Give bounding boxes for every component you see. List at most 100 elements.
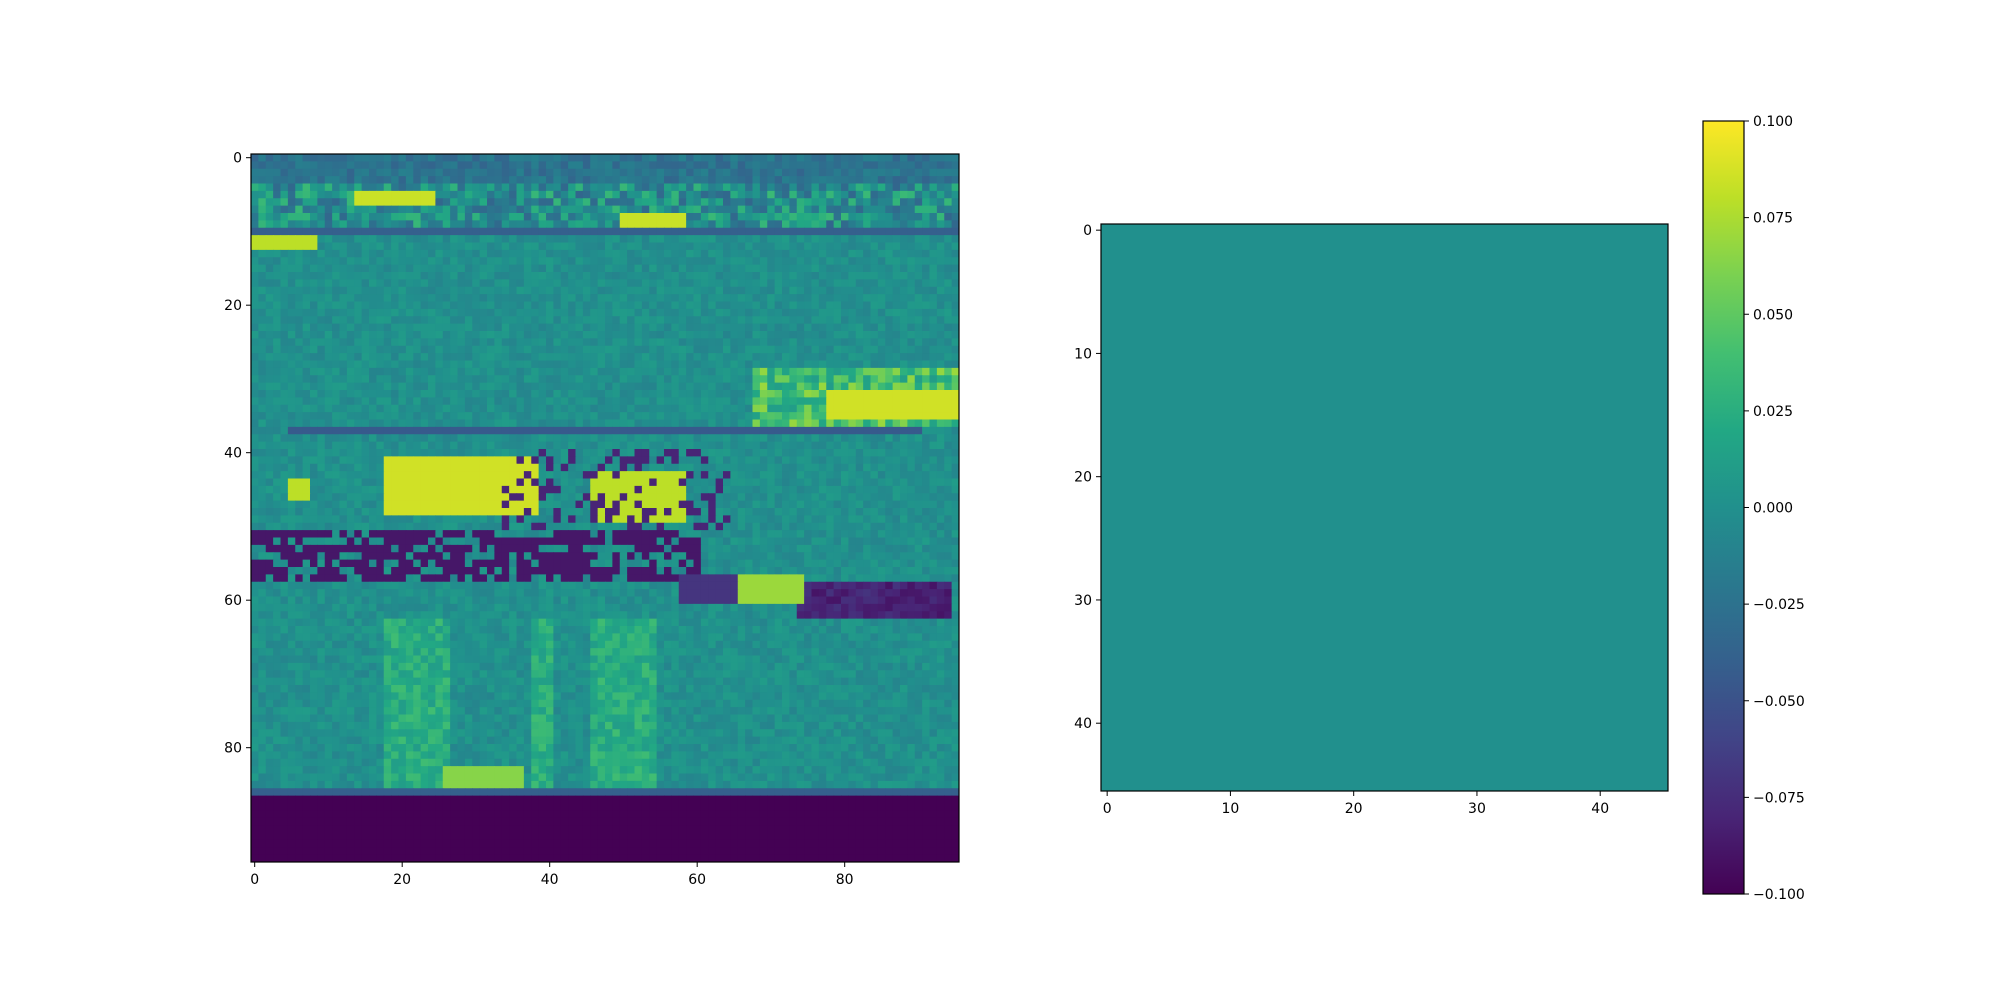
heatmap-cell [361, 375, 370, 384]
heatmap-cell [435, 390, 444, 398]
heatmap-cell [774, 227, 783, 236]
heatmap-cell [649, 426, 658, 435]
heatmap-cell [317, 183, 326, 192]
heatmap-cell [944, 522, 953, 531]
heatmap-cell [922, 213, 931, 221]
heatmap-cell [494, 316, 503, 325]
heatmap-cell [759, 382, 768, 391]
heatmap-cell [582, 500, 591, 509]
heatmap-cell [472, 301, 481, 310]
heatmap-cell [317, 397, 326, 406]
heatmap-cell [317, 190, 326, 199]
heatmap-cell [936, 213, 945, 221]
heatmap-cell [641, 323, 650, 332]
heatmap-cell [841, 515, 849, 524]
heatmap-cell [664, 353, 672, 362]
heatmap-cell [273, 235, 282, 244]
heatmap-cell [951, 220, 959, 229]
heatmap-cell [317, 345, 326, 354]
heatmap-cell [487, 249, 495, 258]
heatmap-cell [855, 338, 864, 347]
heatmap-cell [833, 456, 842, 465]
heatmap-cell [258, 463, 267, 472]
heatmap-cell [258, 176, 267, 185]
heatmap-cell [464, 286, 473, 295]
heatmap-cell [295, 190, 304, 199]
heatmap-cell [944, 397, 953, 406]
heatmap-cell [531, 397, 540, 406]
heatmap-cell [855, 272, 864, 280]
heatmap-cell [597, 257, 606, 266]
heatmap-cell [265, 242, 274, 251]
heatmap-cell [354, 412, 363, 421]
heatmap-cell [833, 493, 842, 502]
heatmap-cell [752, 168, 761, 177]
heatmap-cell [509, 522, 518, 531]
heatmap-cell [855, 397, 864, 406]
heatmap-cell [590, 168, 599, 177]
heatmap-cell [413, 404, 422, 413]
heatmap-cell [848, 508, 857, 516]
heatmap-cell [391, 301, 400, 310]
heatmap-cell [627, 176, 636, 185]
heatmap-cell [383, 294, 392, 303]
heatmap-cell [634, 404, 643, 413]
heatmap-cell [560, 485, 569, 494]
heatmap-cell [789, 382, 798, 391]
heatmap-cell [737, 493, 746, 502]
heatmap-cell [428, 426, 436, 435]
heatmap-cell [376, 242, 385, 251]
heatmap-cell [723, 404, 731, 413]
heatmap-cell [317, 279, 326, 288]
heatmap-cell [531, 331, 540, 339]
heatmap-cell [892, 257, 901, 266]
heatmap-cell [575, 426, 584, 435]
heatmap-cell [560, 272, 569, 280]
heatmap-cell [435, 375, 444, 384]
heatmap-cell [634, 331, 643, 339]
heatmap-cell [693, 198, 702, 207]
heatmap-cell [737, 272, 746, 280]
heatmap-cell [752, 345, 761, 354]
heatmap-cell [914, 449, 923, 457]
heatmap-cell [671, 353, 680, 362]
heatmap-cell [774, 154, 783, 162]
heatmap-cell [671, 463, 680, 472]
heatmap-cell [892, 205, 901, 214]
heatmap-cell [900, 478, 908, 487]
heatmap-cell [265, 360, 274, 369]
heatmap-cell [870, 441, 879, 450]
heatmap-cell [804, 242, 813, 251]
heatmap-cell [855, 390, 864, 398]
heatmap-cell [346, 463, 355, 472]
heatmap-cell [361, 213, 370, 221]
heatmap-cell [420, 375, 429, 384]
heatmap-cell [929, 493, 938, 502]
heatmap-cell [804, 294, 813, 303]
heatmap-cell [900, 198, 908, 207]
heatmap-cell [383, 205, 392, 214]
heatmap-cell [745, 397, 754, 406]
heatmap-cell [678, 294, 687, 303]
heatmap-cell [398, 213, 407, 221]
heatmap-cell [369, 205, 377, 214]
heatmap-cell [442, 360, 451, 369]
heatmap-cell [553, 242, 562, 251]
heatmap-cell [715, 331, 724, 339]
heatmap-cell [590, 404, 599, 413]
heatmap-cell [280, 220, 289, 229]
heatmap-cell [251, 308, 259, 317]
heatmap-cell [855, 168, 864, 177]
heatmap-cell [376, 449, 385, 457]
heatmap-cell [568, 264, 577, 273]
heatmap-cell [575, 235, 584, 244]
heatmap-cell [531, 478, 540, 487]
heatmap-cell [737, 308, 746, 317]
heatmap-cell [745, 183, 754, 192]
heatmap-cell [752, 213, 761, 221]
heatmap-cell [708, 434, 717, 443]
heatmap-cell [619, 272, 628, 280]
heatmap-cell [686, 463, 695, 472]
heatmap-cell [649, 382, 658, 391]
heatmap-cell [907, 301, 916, 310]
